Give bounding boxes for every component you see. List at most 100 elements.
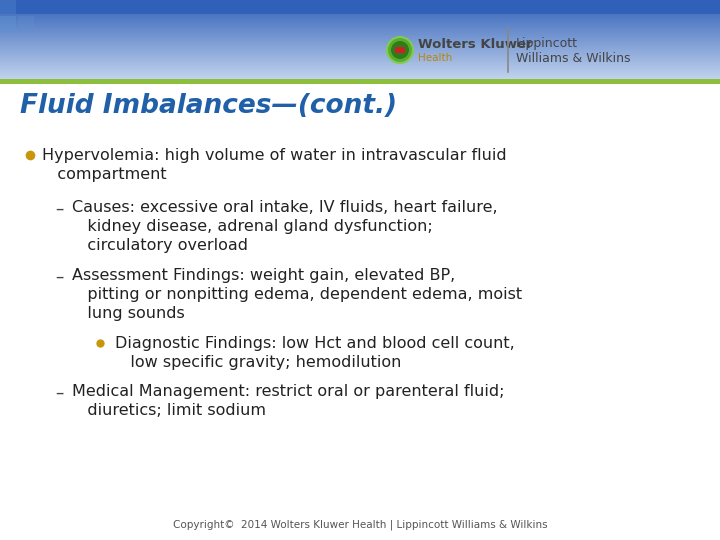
Bar — [0, 66, 720, 67]
Bar — [0, 33, 720, 34]
Bar — [0, 79, 720, 80]
Bar — [0, 58, 720, 59]
Bar — [0, 30, 720, 31]
Text: Hypervolemia: high volume of water in intravascular fluid
   compartment: Hypervolemia: high volume of water in in… — [42, 148, 507, 182]
Bar — [0, 51, 720, 52]
Bar — [0, 47, 720, 48]
Bar — [0, 59, 720, 60]
Bar — [0, 76, 720, 77]
Bar — [0, 68, 720, 69]
Bar — [0, 82, 720, 83]
Bar — [0, 14, 720, 15]
Bar — [0, 49, 720, 50]
Bar — [0, 50, 720, 51]
Bar — [0, 12, 720, 14]
Bar — [0, 9, 720, 10]
Bar — [0, 10, 720, 11]
Bar — [0, 0, 720, 14]
Bar — [0, 53, 720, 55]
Bar — [0, 63, 720, 64]
Bar — [0, 67, 720, 68]
Bar — [0, 46, 720, 47]
Bar — [0, 36, 720, 37]
Bar — [0, 29, 720, 30]
Bar — [0, 62, 720, 63]
Bar — [0, 77, 720, 78]
Text: –: – — [55, 200, 63, 218]
Bar — [0, 20, 720, 21]
Bar — [0, 75, 720, 76]
Bar — [0, 38, 720, 39]
Bar — [0, 79, 720, 84]
Bar — [0, 57, 720, 58]
Bar — [0, 84, 720, 540]
Bar — [0, 26, 720, 27]
Bar — [0, 66, 720, 68]
Bar — [0, 37, 720, 38]
Bar — [0, 23, 720, 24]
Bar — [0, 60, 720, 62]
Bar — [0, 29, 720, 30]
Bar — [0, 35, 720, 36]
Bar — [0, 59, 720, 60]
Bar — [0, 7, 720, 8]
Bar — [0, 52, 720, 53]
Bar — [0, 43, 720, 44]
Bar — [0, 72, 720, 73]
Bar — [0, 0, 16, 14]
Bar — [0, 73, 720, 75]
Bar — [0, 26, 720, 28]
Bar — [0, 82, 720, 83]
Bar — [0, 13, 720, 14]
Bar — [0, 76, 720, 77]
Bar — [0, 44, 720, 45]
Bar — [0, 27, 720, 28]
Bar — [0, 63, 720, 64]
Bar — [0, 19, 720, 20]
Bar — [0, 69, 720, 70]
Bar — [0, 16, 16, 32]
Bar — [0, 8, 720, 9]
Bar — [0, 64, 720, 65]
Bar — [0, 9, 720, 10]
Bar — [0, 41, 720, 42]
Bar — [0, 2, 720, 3]
Bar — [0, 31, 720, 32]
Bar — [0, 22, 720, 23]
Bar — [0, 75, 720, 76]
Bar — [0, 22, 720, 23]
Bar — [0, 60, 720, 61]
Text: Diagnostic Findings: low Hct and blood cell count,
   low specific gravity; hemo: Diagnostic Findings: low Hct and blood c… — [115, 336, 515, 370]
Bar — [0, 70, 720, 71]
Bar — [0, 63, 720, 64]
Bar — [0, 54, 720, 55]
Bar — [0, 31, 720, 32]
Bar — [0, 43, 720, 44]
Bar — [0, 10, 720, 11]
Bar — [0, 56, 720, 57]
Bar — [0, 42, 720, 43]
Bar — [0, 24, 720, 25]
Bar — [0, 61, 720, 62]
Bar — [0, 36, 720, 37]
Bar — [0, 4, 720, 5]
Bar — [0, 65, 720, 66]
Bar — [0, 70, 720, 71]
Bar — [0, 49, 720, 50]
Bar — [0, 17, 720, 18]
Bar — [0, 74, 720, 75]
Circle shape — [391, 41, 409, 59]
Bar — [0, 56, 720, 57]
Bar — [0, 79, 720, 80]
Bar — [0, 11, 720, 12]
Bar — [0, 3, 720, 4]
Bar — [0, 71, 720, 72]
Circle shape — [387, 37, 413, 63]
Bar — [0, 28, 720, 29]
Bar — [0, 78, 720, 79]
Bar — [0, 16, 720, 17]
Bar — [0, 57, 720, 58]
Bar — [0, 73, 720, 74]
Bar — [0, 64, 720, 65]
Bar — [0, 70, 720, 71]
